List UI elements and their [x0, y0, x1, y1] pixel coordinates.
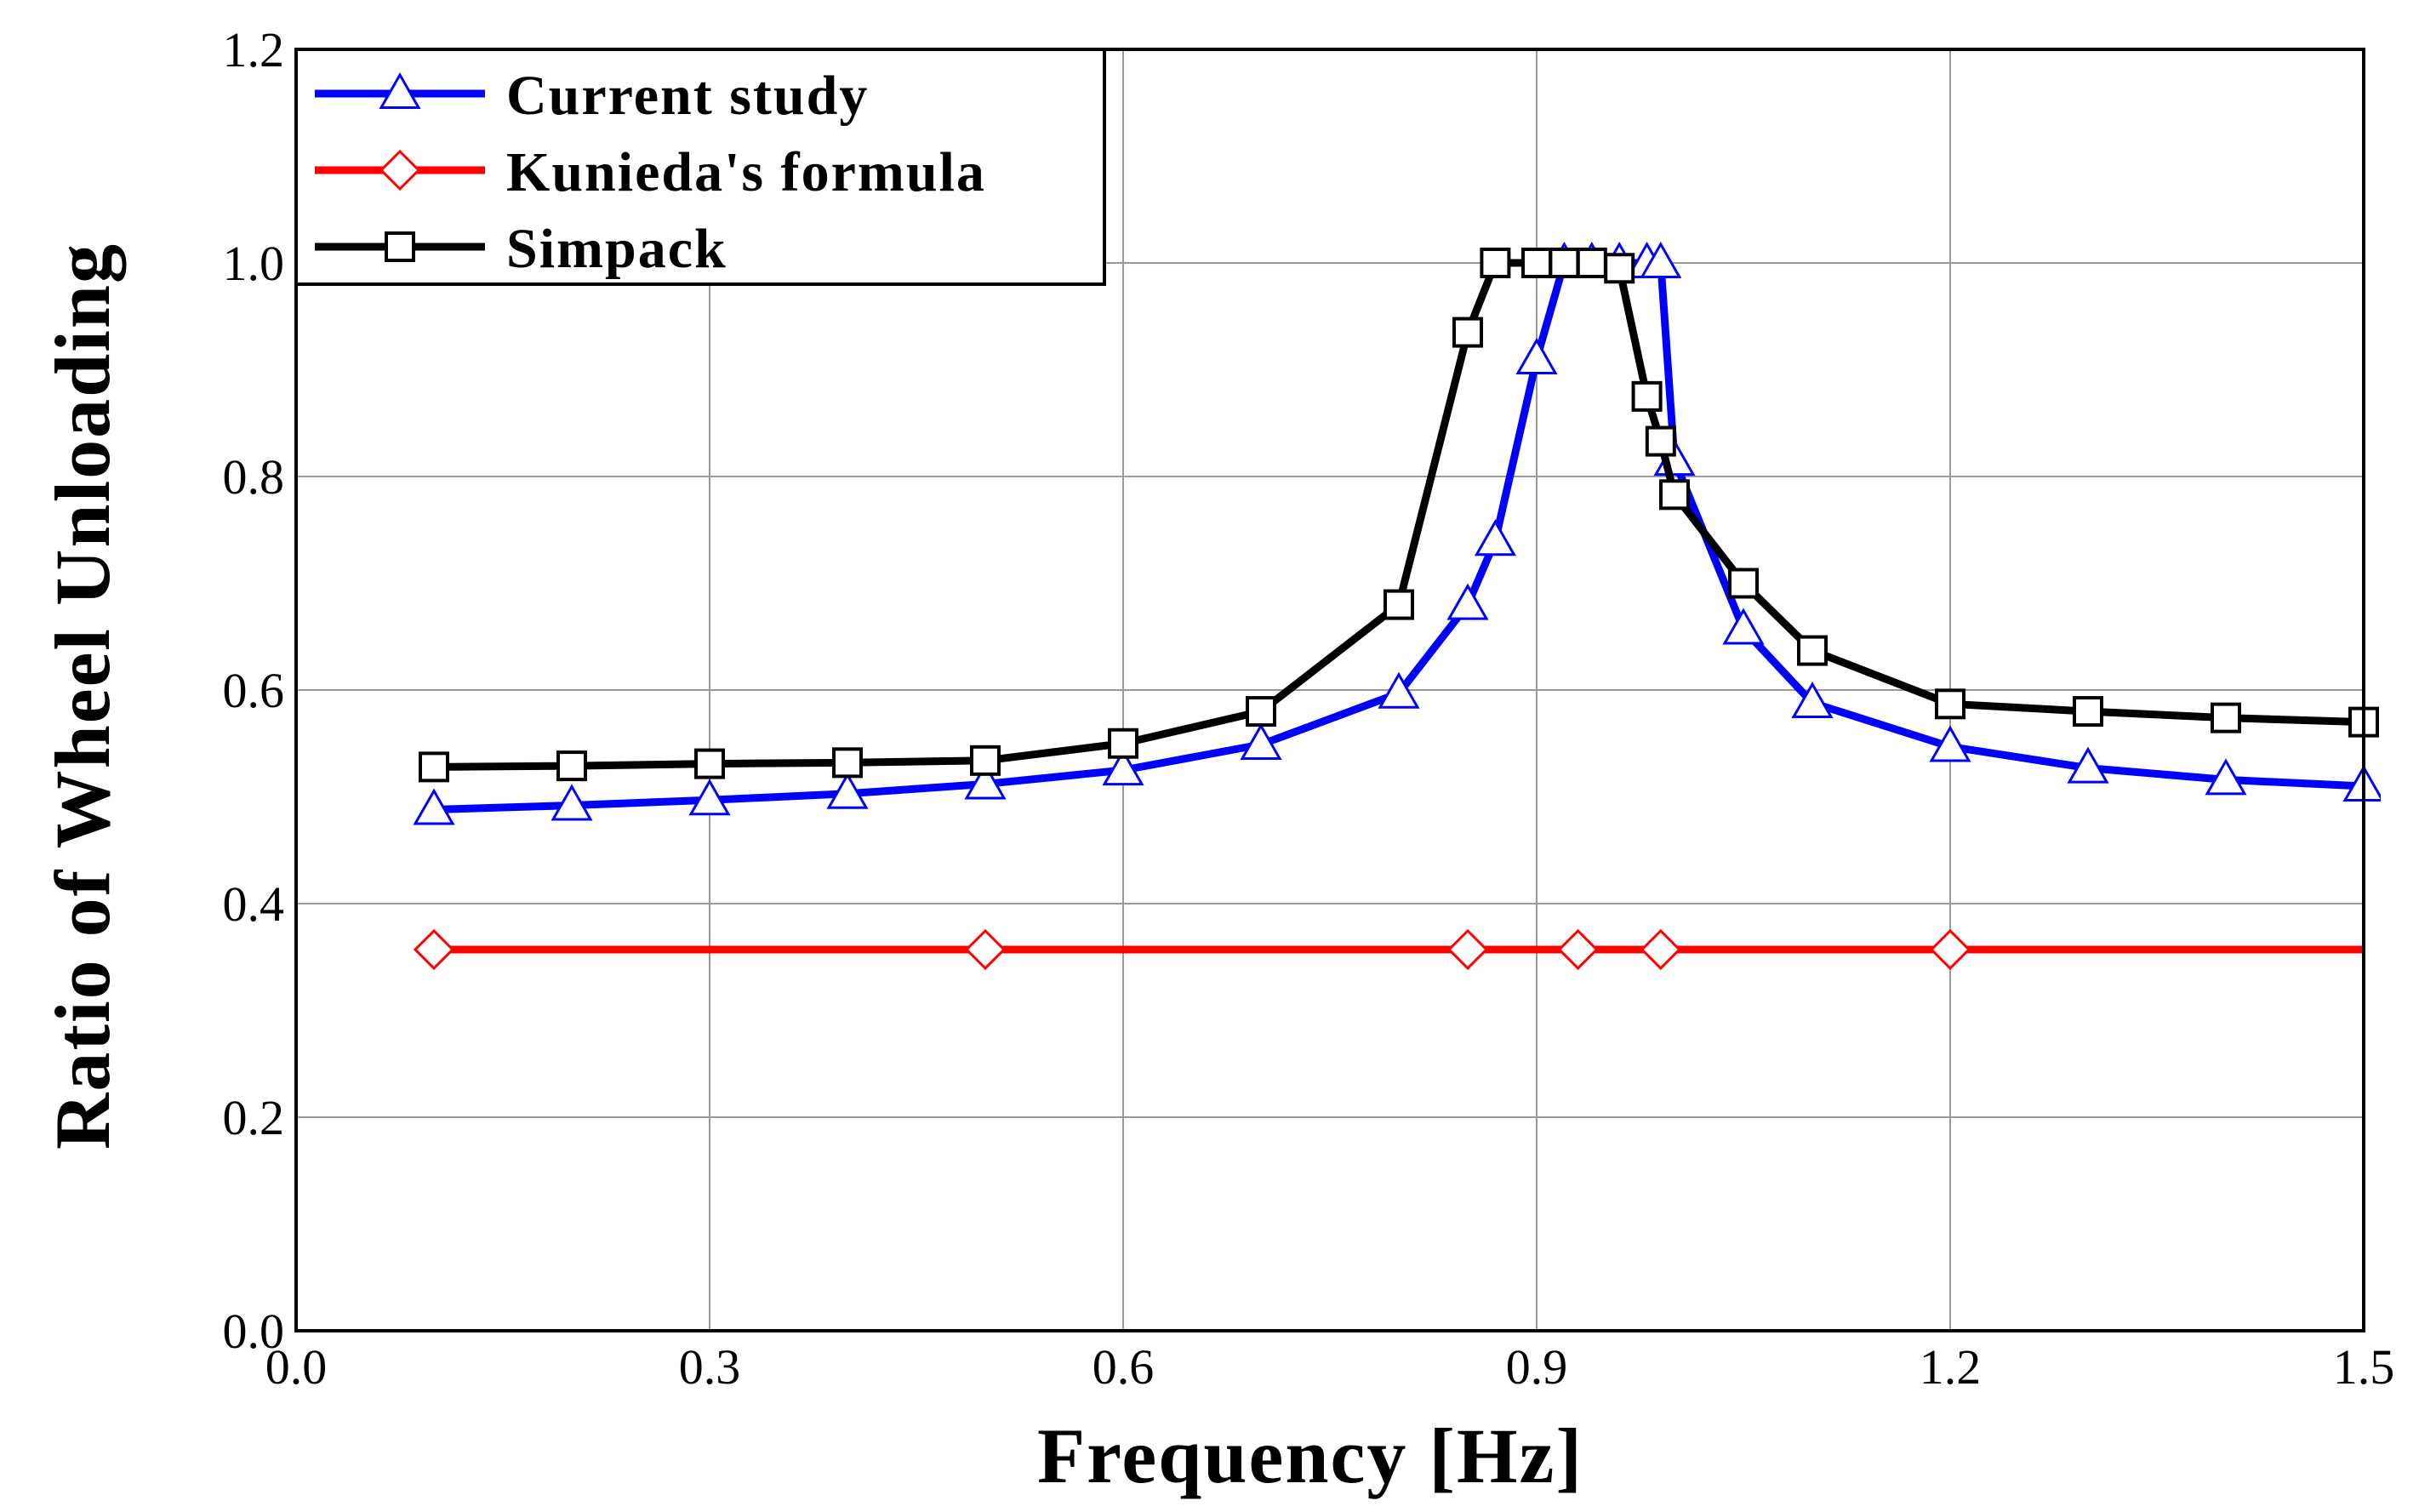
x-tick-label: 0.9: [1506, 1339, 1568, 1395]
data-point: [1521, 248, 1552, 278]
y-tick-label: 1.2: [223, 22, 285, 77]
data-point: [1549, 248, 1580, 278]
data-point: [2205, 758, 2247, 796]
data-point: [1108, 727, 1138, 759]
data-point: [1446, 928, 1489, 971]
plot-border: [294, 48, 2365, 1332]
data-point: [964, 928, 1007, 971]
legend-swatch-marker: [379, 149, 421, 191]
data-point: [1935, 688, 1965, 720]
data-point: [1929, 928, 1971, 971]
legend-label-current-study: Current study: [506, 65, 869, 127]
data-point: [556, 750, 587, 782]
data-point: [688, 779, 731, 816]
plot-frame: [294, 48, 2365, 1332]
data-point: [826, 772, 869, 809]
data-point: [413, 928, 455, 971]
x-tick-label: 1.5: [2333, 1339, 2395, 1395]
tick-labels: 0.0 0.3 0.6 0.9 1.2 1.5 0.0 0.2 0.4 0.6 0.8 1.0 1.2: [223, 22, 2395, 1395]
data-point: [1446, 583, 1489, 620]
data-point: [2073, 696, 2103, 727]
data-point: [413, 788, 455, 825]
data-point: [964, 762, 1007, 800]
legend-swatch-marker: [379, 71, 421, 109]
legend-label-simpack: Simpack: [506, 218, 727, 280]
data-point: [1474, 519, 1516, 556]
data-point: [1480, 248, 1511, 278]
series-1: [413, 928, 2364, 971]
legend-swatch-marker: [385, 231, 415, 262]
data-point: [1791, 682, 1834, 719]
x-axis-title: Frequency [Hz]: [1037, 1412, 1583, 1499]
data-point: [1728, 568, 1759, 599]
y-tick-label: 0.4: [223, 876, 285, 932]
y-axis-title: Ratio of Wheel Unloading: [39, 242, 126, 1150]
legend: Current study Kunieda's formula Simpack: [294, 48, 1106, 286]
data-point: [1640, 928, 1681, 971]
series-2: [419, 248, 2379, 783]
data-point: [1557, 928, 1599, 971]
x-tick-label: 0.3: [679, 1339, 741, 1395]
data-point: [1515, 337, 1558, 374]
y-tick-label: 0.6: [223, 663, 285, 718]
y-tick-label: 0.0: [223, 1304, 285, 1359]
data-point: [1797, 635, 1828, 666]
data-point: [1452, 317, 1483, 348]
data-point: [2211, 702, 2241, 733]
x-tick-label: 0.6: [1093, 1339, 1155, 1395]
data-point: [1246, 696, 1276, 727]
data-point: [1576, 248, 1607, 278]
data-point: [1378, 671, 1420, 709]
y-tick-label: 0.2: [223, 1090, 285, 1145]
data-point: [1722, 608, 1765, 645]
data-point: [970, 745, 1001, 776]
data-point: [2067, 746, 2109, 784]
data-point: [1640, 241, 1682, 278]
data-point: [694, 748, 725, 779]
series-lines: [413, 241, 2381, 971]
data-point: [1604, 253, 1635, 284]
legend-entries: [315, 71, 485, 262]
x-tick-label: 0.0: [265, 1339, 328, 1395]
legend-label-kunieda-formula: Kunieda's formula: [506, 141, 986, 203]
data-point: [1384, 589, 1414, 620]
data-point: [419, 751, 449, 783]
data-point: [1659, 479, 1690, 511]
data-point: [1102, 749, 1144, 786]
data-point: [1631, 380, 1663, 412]
y-tick-label: 1.0: [223, 236, 285, 291]
data-point: [832, 747, 863, 779]
data-point: [551, 784, 593, 821]
data-point: [1929, 725, 1971, 762]
y-tick-label: 0.8: [223, 449, 285, 505]
data-point: [1645, 425, 1676, 457]
data-point: [1240, 722, 1282, 761]
x-tick-label: 1.2: [1920, 1339, 1982, 1395]
series-line: [433, 259, 2365, 814]
